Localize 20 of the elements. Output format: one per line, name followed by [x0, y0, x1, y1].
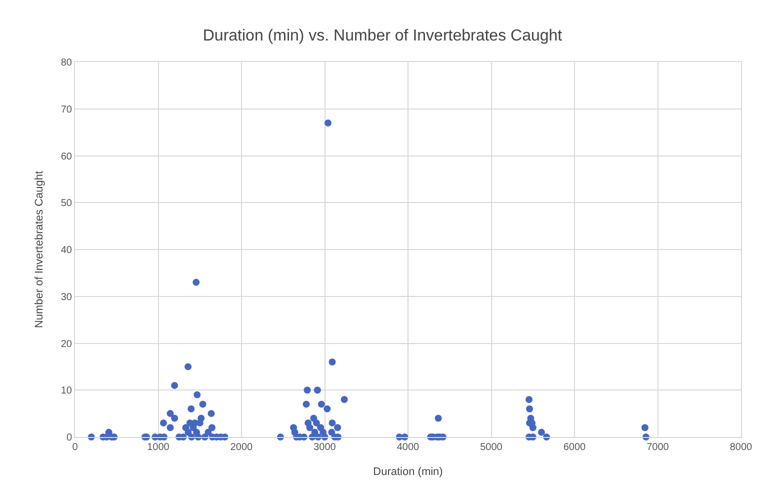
x-tick-label: 1000 — [147, 442, 170, 453]
x-axis-title: Duration (min) — [373, 466, 443, 478]
y-tick-label: 80 — [60, 58, 72, 68]
y-tick-label: 20 — [60, 338, 72, 350]
y-tick-label: 50 — [60, 198, 72, 210]
y-tick-label: 40 — [60, 245, 72, 256]
x-tick-label: 2000 — [230, 442, 254, 453]
x-tick-label: 8000 — [730, 442, 753, 453]
y-axis-title: Number of Invertebrates Caught — [34, 170, 46, 328]
x-tick-label: 5000 — [480, 442, 503, 453]
y-tick-label: 60 — [60, 151, 72, 162]
y-tick-label: 30 — [60, 292, 72, 303]
y-tick-label: 10 — [60, 386, 72, 397]
x-tick-label: 6000 — [563, 442, 586, 453]
chart-title: Duration (min) vs. Number of Invertebrates Caught — [202, 27, 563, 44]
y-tick-label: 70 — [60, 104, 72, 116]
y-tick-label: 0 — [66, 432, 72, 444]
x-tick-label: 3000 — [314, 442, 336, 453]
x-tick-label: 7000 — [646, 442, 670, 453]
x-tick-label: 4000 — [396, 442, 420, 453]
